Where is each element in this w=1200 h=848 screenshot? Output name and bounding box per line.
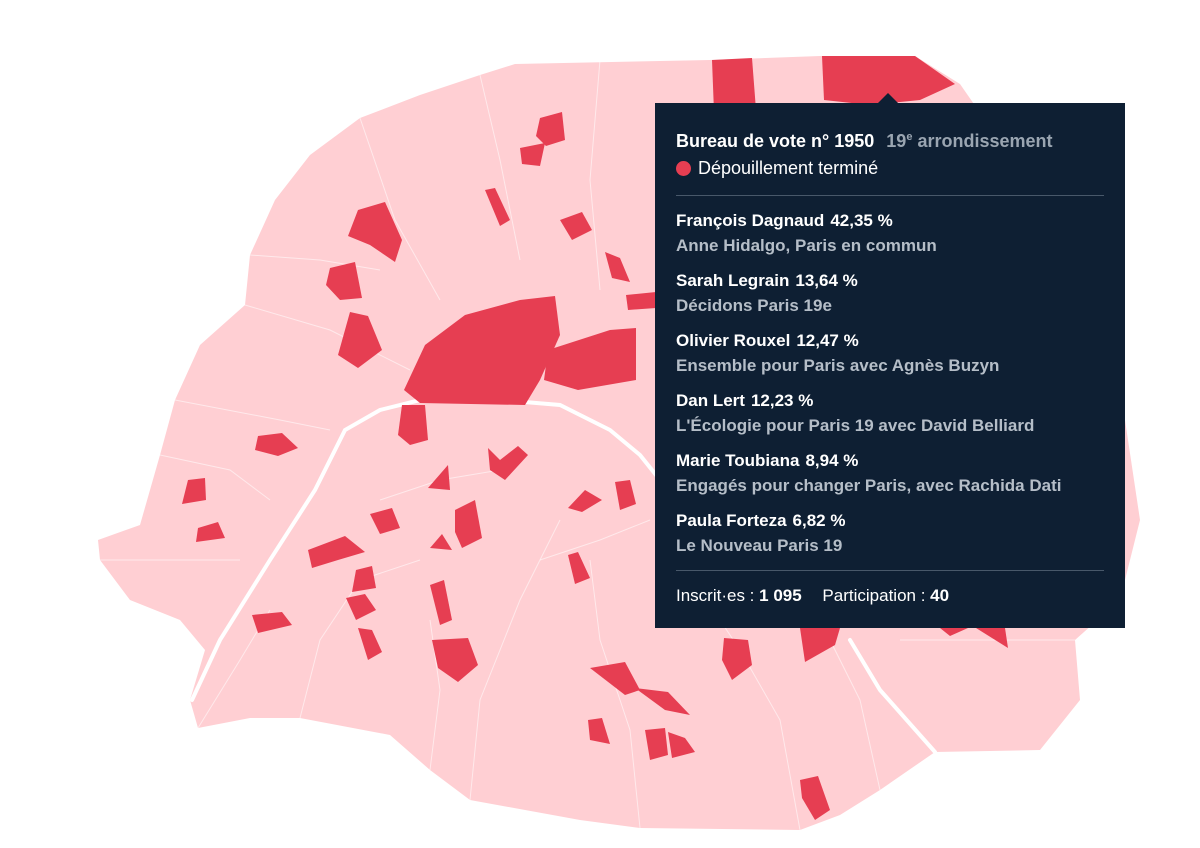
candidate-name: François Dagnaud bbox=[676, 211, 825, 230]
bureau-area[interactable] bbox=[398, 405, 428, 445]
bureau-area[interactable] bbox=[536, 112, 565, 146]
bureau-area[interactable] bbox=[430, 534, 452, 550]
arrondissement-text: arrondissement bbox=[917, 131, 1053, 151]
bureau-area[interactable] bbox=[432, 638, 478, 682]
bureau-area[interactable] bbox=[568, 552, 590, 584]
status-row: Dépouillement terminé bbox=[676, 156, 1104, 180]
candidate-percentage: 12,47 % bbox=[796, 331, 859, 350]
bureau-area[interactable] bbox=[544, 328, 636, 390]
highlighted-bureaus bbox=[182, 56, 1008, 820]
candidate-name: Olivier Rouxel bbox=[676, 331, 791, 350]
tooltip-arrow bbox=[878, 93, 898, 103]
arrondissement-number: 19 bbox=[886, 131, 907, 151]
bureau-label: Bureau de vote n° 1950 bbox=[676, 131, 875, 151]
bureau-area[interactable] bbox=[712, 58, 756, 112]
candidate-list-name: Ensemble pour Paris avec Agnès Buzyn bbox=[676, 356, 1000, 375]
candidate-name: Dan Lert bbox=[676, 391, 745, 410]
status-text: Dépouillement terminé bbox=[698, 158, 879, 178]
candidate-list-name: Décidons Paris 19e bbox=[676, 296, 832, 315]
bureau-area[interactable] bbox=[635, 688, 690, 715]
candidate-percentage: 6,82 % bbox=[792, 511, 846, 530]
divider bbox=[676, 570, 1104, 571]
bureau-area[interactable] bbox=[308, 536, 365, 568]
participation-value: 40 bbox=[930, 586, 950, 605]
candidate-percentage: 13,64 % bbox=[795, 271, 858, 290]
candidate-row: Dan Lert 12,23 % L'Écologie pour Paris 19… bbox=[676, 390, 1104, 437]
bureau-area[interactable] bbox=[348, 202, 402, 262]
seine-river bbox=[190, 398, 937, 754]
bureau-area[interactable] bbox=[404, 296, 560, 405]
bureau-area[interactable] bbox=[428, 465, 450, 490]
candidate-percentage: 8,94 % bbox=[805, 451, 859, 470]
candidate-row: Marie Toubiana 8,94 % Engagés pour change… bbox=[676, 450, 1104, 497]
bureau-area[interactable] bbox=[645, 728, 668, 760]
bureau-area[interactable] bbox=[590, 662, 640, 695]
bureau-area[interactable] bbox=[615, 480, 636, 510]
bureau-area[interactable] bbox=[488, 446, 528, 480]
candidate-row: Sarah Legrain 13,64 % Décidons Paris 19e bbox=[676, 270, 1104, 317]
divider bbox=[676, 195, 1104, 196]
bureau-area[interactable] bbox=[255, 433, 298, 456]
candidate-name: Paula Forteza bbox=[676, 511, 787, 530]
tooltip-header: Bureau de vote n° 1950 19e arrondissement bbox=[676, 125, 1104, 153]
bureau-area[interactable] bbox=[358, 628, 382, 660]
candidate-name: Marie Toubiana bbox=[676, 451, 800, 470]
bureau-area[interactable] bbox=[800, 628, 840, 662]
arrondissement-label: 19e arrondissement bbox=[886, 131, 1052, 151]
bureau-area[interactable] bbox=[626, 292, 656, 310]
bureau-area[interactable] bbox=[800, 776, 830, 820]
candidate-percentage: 42,35 % bbox=[830, 211, 893, 230]
candidate-list-name: Le Nouveau Paris 19 bbox=[676, 536, 843, 555]
inscrits-label: Inscrit·es : bbox=[676, 586, 755, 605]
bureau-tooltip: Bureau de vote n° 1950 19e arrondissement… bbox=[655, 103, 1125, 628]
bureau-area[interactable] bbox=[326, 262, 362, 300]
bureau-area[interactable] bbox=[605, 252, 630, 282]
bureau-area[interactable] bbox=[722, 638, 752, 680]
tooltip-footer: Inscrit·es : 1 095 Participation : 40 bbox=[676, 585, 1104, 607]
bureau-area[interactable] bbox=[352, 566, 376, 592]
bureau-area[interactable] bbox=[346, 594, 376, 620]
bureau-area[interactable] bbox=[940, 628, 968, 636]
bureau-area[interactable] bbox=[252, 612, 292, 633]
candidate-row: François Dagnaud 42,35 % Anne Hidalgo, Pa… bbox=[676, 210, 1104, 257]
bureau-area[interactable] bbox=[485, 188, 510, 226]
bureau-area[interactable] bbox=[976, 628, 1008, 648]
bureau-area[interactable] bbox=[668, 732, 695, 758]
bureau-area[interactable] bbox=[520, 143, 545, 166]
bureau-area[interactable] bbox=[568, 490, 602, 512]
candidate-name: Sarah Legrain bbox=[676, 271, 790, 290]
bureau-area[interactable] bbox=[455, 500, 482, 548]
candidate-row: Olivier Rouxel 12,47 % Ensemble pour Pari… bbox=[676, 330, 1104, 377]
bureau-area[interactable] bbox=[588, 718, 610, 744]
candidate-list-name: Engagés pour changer Paris, avec Rachida… bbox=[676, 476, 1062, 495]
status-dot-icon bbox=[676, 160, 691, 176]
bureau-area[interactable] bbox=[338, 312, 382, 368]
candidate-percentage: 12,23 % bbox=[750, 391, 814, 410]
bureau-area[interactable] bbox=[196, 522, 225, 542]
participation-label: Participation : bbox=[822, 586, 926, 605]
candidate-list-name: Anne Hidalgo, Paris en commun bbox=[676, 236, 937, 255]
bureau-area[interactable] bbox=[182, 478, 206, 504]
inscrits-value: 1 095 bbox=[759, 586, 802, 605]
bureau-area[interactable] bbox=[370, 508, 400, 534]
arrondissement-sup: e bbox=[906, 131, 913, 143]
bureau-area[interactable] bbox=[822, 56, 955, 105]
bureau-area[interactable] bbox=[560, 212, 592, 240]
bureau-area[interactable] bbox=[430, 580, 452, 625]
candidate-row: Paula Forteza 6,82 % Le Nouveau Paris 19 bbox=[676, 510, 1104, 557]
candidate-list-name: L'Écologie pour Paris 19 avec David Bell… bbox=[676, 416, 1035, 435]
